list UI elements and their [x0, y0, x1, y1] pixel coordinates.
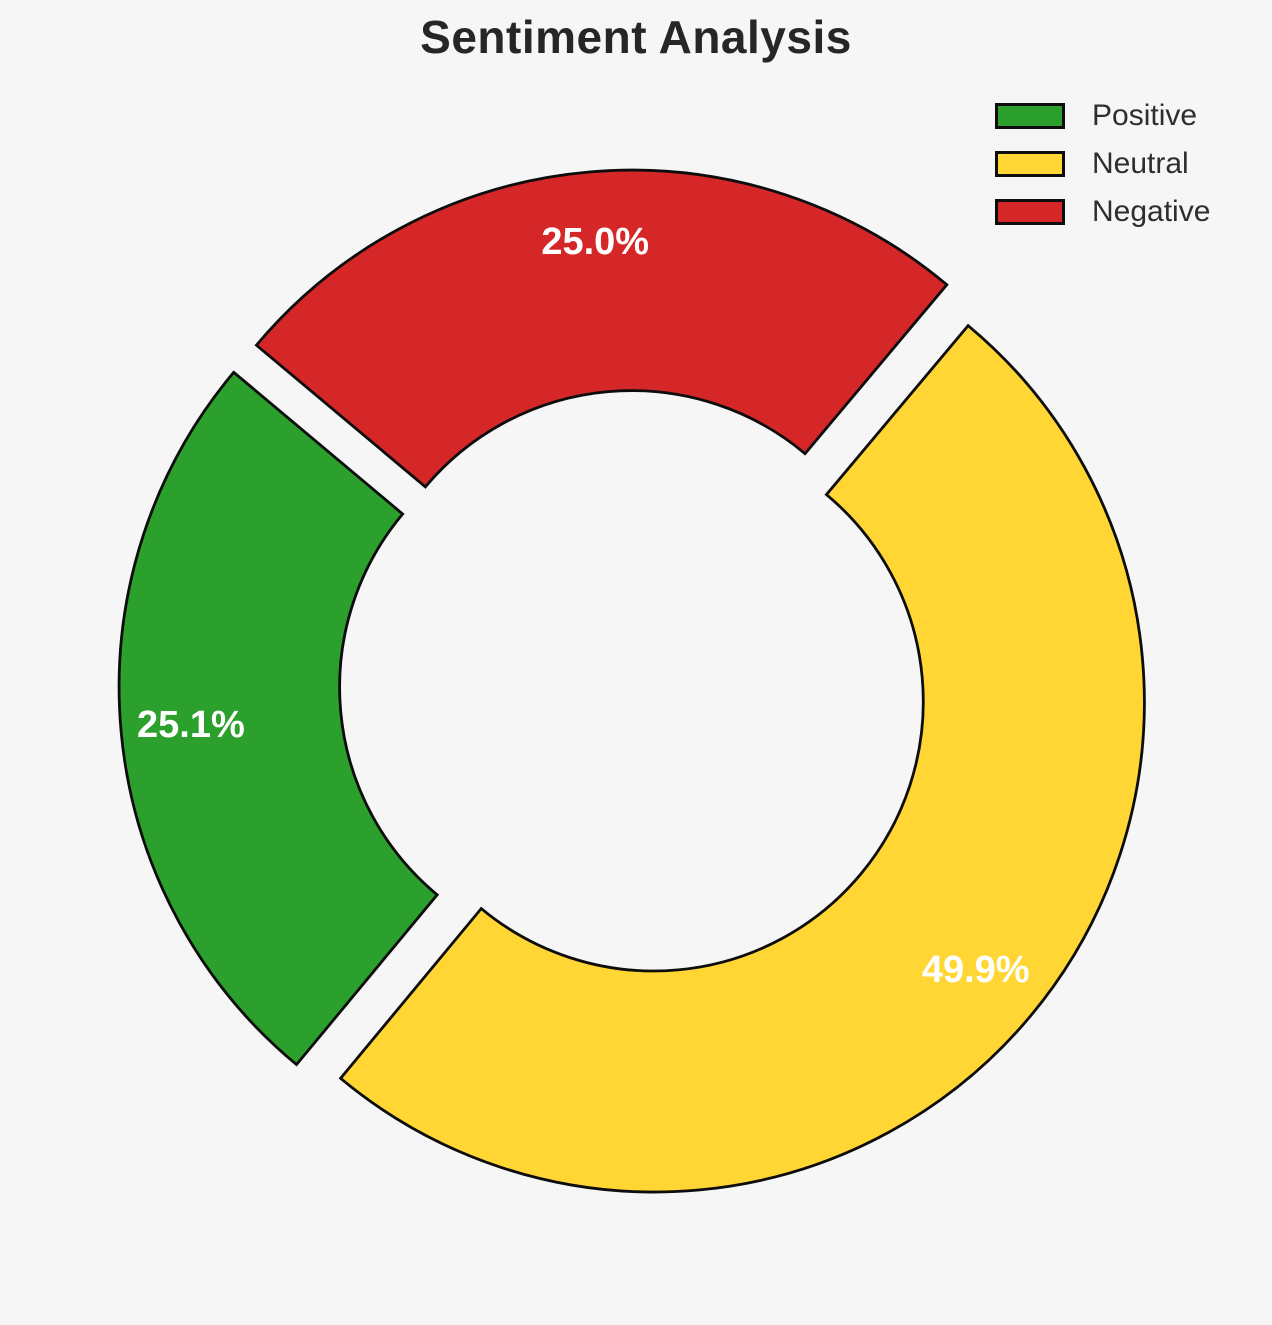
legend-label: Positive	[1092, 99, 1198, 132]
legend-item-negative: Negative	[995, 195, 1211, 228]
legend-swatch-positive	[995, 103, 1065, 129]
pie-wedge-neutral	[338, 323, 1146, 1194]
legend-label: Negative	[1092, 195, 1211, 228]
pie-slice-label-negative: 25.0%	[541, 221, 649, 263]
legend-item-positive: Positive	[995, 99, 1210, 132]
pie-wedge-negative	[254, 168, 949, 489]
pie-wedge-positive	[117, 370, 440, 1067]
legend-item-neutral: Neutral	[995, 147, 1210, 180]
legend: Positive Neutral Negative	[995, 99, 1211, 228]
chart-title: Sentiment Analysis	[420, 11, 852, 63]
legend-label: Neutral	[1092, 147, 1189, 180]
pie-slice-label-neutral: 49.9%	[922, 949, 1030, 991]
pie-slice-label-positive: 25.1%	[137, 704, 245, 746]
legend-swatch-neutral	[995, 151, 1065, 177]
legend-swatch-negative	[995, 199, 1065, 225]
